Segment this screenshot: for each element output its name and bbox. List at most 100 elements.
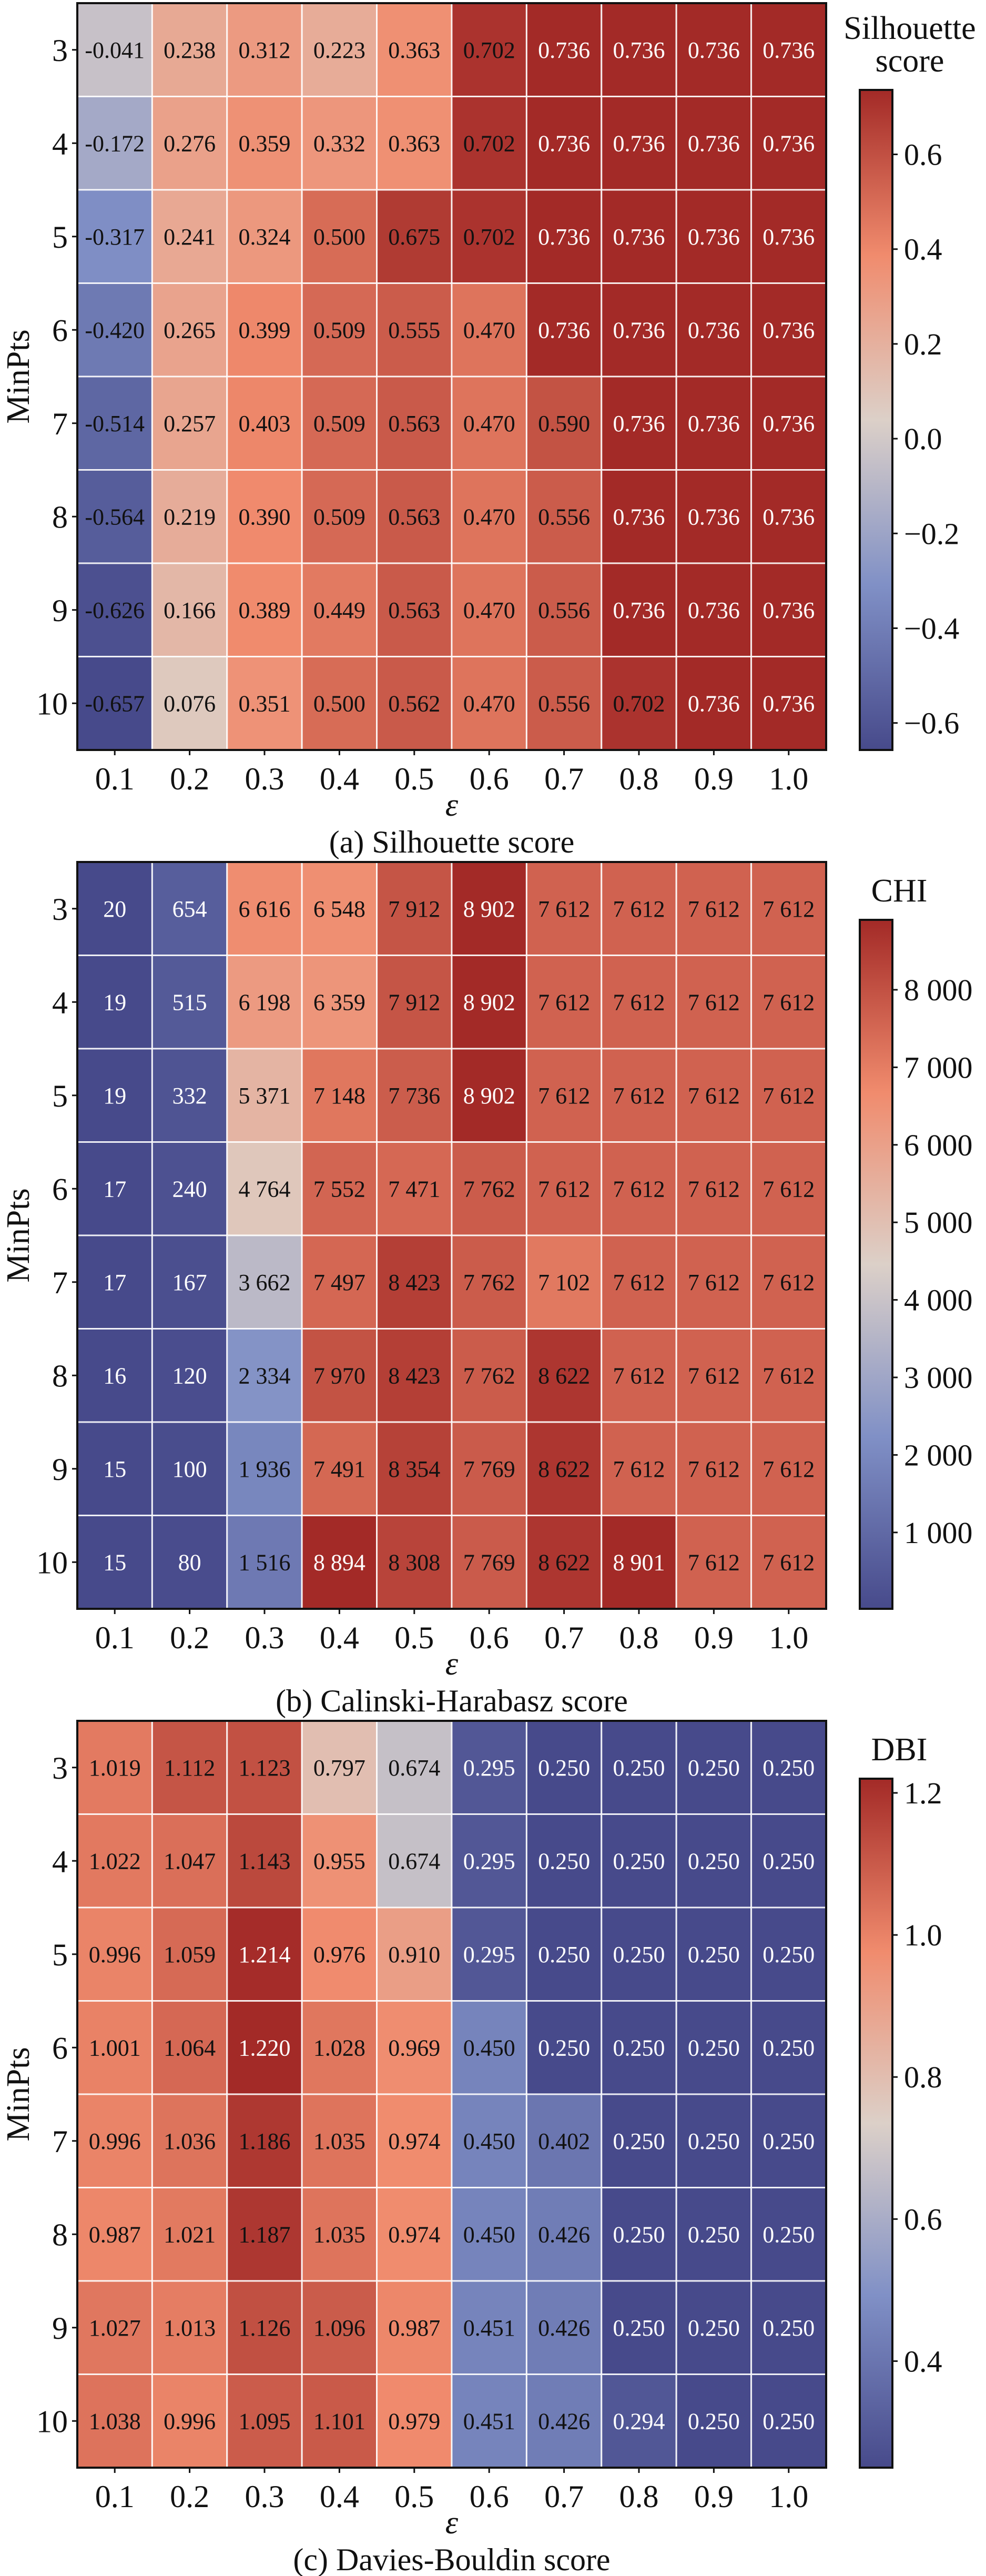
x-tick-label: 0.5 [394, 762, 434, 796]
colorbar-tick-label: 0.8 [904, 2060, 942, 2094]
cell-label: 0.736 [613, 37, 665, 63]
cell-label: 0.250 [538, 1942, 590, 1968]
x-tick-label: 0.4 [320, 1620, 359, 1655]
cell-label: 1.019 [89, 1755, 141, 1781]
cell-label: 1.047 [164, 1848, 216, 1874]
cell-label: 0.250 [688, 2315, 740, 2341]
heatmap-cell [451, 562, 527, 657]
cell-label: 7 148 [313, 1083, 365, 1109]
cell-label: 0.797 [313, 1755, 365, 1781]
cell-label: 1.021 [164, 2222, 216, 2247]
cell-label: 0.736 [763, 130, 815, 156]
cell-label: 7 612 [763, 896, 815, 922]
cell-label: 0.250 [688, 2035, 740, 2061]
cell-label: 0.250 [538, 2035, 590, 2061]
cell-label: 100 [172, 1456, 207, 1482]
cell-label: 7 762 [463, 1176, 515, 1202]
heatmap-cell [601, 1720, 677, 1815]
cell-label: 7 612 [763, 1456, 815, 1482]
cell-label: 7 612 [763, 1363, 815, 1388]
cell-label: 0.250 [613, 2222, 665, 2247]
cell-label: 0.736 [688, 224, 740, 250]
heatmap-cell [675, 2093, 753, 2188]
cell-label: 0.390 [239, 504, 291, 530]
heatmap-cell [451, 2093, 527, 2188]
heatmap-cell [76, 1515, 153, 1610]
cell-label: 0.556 [538, 597, 590, 623]
heatmap-cell [76, 2000, 153, 2095]
heatmap-cell [76, 469, 153, 564]
cell-label: 6 198 [239, 989, 291, 1015]
heatmap-cell [750, 955, 827, 1050]
plot-frame [76, 1720, 827, 2469]
x-tick-label: 0.8 [619, 2479, 659, 2514]
cell-label: 0.736 [613, 317, 665, 343]
cell-label: 0.250 [613, 2315, 665, 2341]
cell-label: 8 901 [613, 1549, 665, 1575]
cell-label: 1.096 [313, 2315, 365, 2341]
cell-label: 8 894 [313, 1549, 365, 1575]
cell-label: 0.702 [463, 224, 515, 250]
heatmap-cell [525, 1515, 603, 1610]
cell-label: 0.166 [164, 597, 216, 623]
x-tick-label: 0.7 [544, 762, 584, 796]
heatmap-cell [525, 1234, 603, 1330]
cell-label: 0.250 [688, 1848, 740, 1874]
cell-label: 0.294 [613, 2408, 665, 2434]
cell-label: 1 936 [239, 1456, 291, 1482]
y-tick-label: 6 [52, 313, 68, 348]
cell-label: 1.059 [164, 1942, 216, 1968]
cell-label: 1.028 [313, 2035, 365, 2061]
cell-label: -0.514 [85, 411, 145, 437]
cell-label: 7 970 [313, 1363, 365, 1388]
cell-label: 0.426 [538, 2222, 590, 2247]
cell-label: 1.112 [164, 1755, 215, 1781]
x-tick-label: 0.5 [394, 2479, 434, 2514]
heatmap-cell [301, 96, 378, 191]
cell-label: 6 359 [313, 989, 365, 1015]
y-tick-label: 4 [52, 985, 68, 1020]
heatmap-cell [525, 96, 603, 191]
cell-label: 6 548 [313, 896, 365, 922]
heatmap-cell [301, 1421, 378, 1516]
colorbar-label: CHI [871, 873, 928, 909]
heatmap-cell [151, 2093, 228, 2188]
cell-label: 0.470 [463, 597, 515, 623]
heatmap-cell [76, 189, 153, 284]
heatmap-cell [151, 861, 228, 956]
y-tick-label: 7 [52, 1265, 68, 1300]
cell-label: 8 622 [538, 1456, 590, 1482]
cell-label: 0.974 [388, 2128, 440, 2154]
colorbar-tick-label: 0.6 [904, 2202, 942, 2236]
cell-label: 0.363 [388, 37, 440, 63]
y-tick-label: 7 [52, 2124, 68, 2159]
cell-label: 7 612 [613, 896, 665, 922]
x-tick-label: 0.7 [544, 2479, 584, 2514]
colorbar-tick-label: 8 000 [904, 973, 973, 1007]
cell-label: 7 769 [463, 1456, 515, 1482]
y-tick-label: 10 [36, 2404, 68, 2439]
cell-label: 80 [178, 1549, 201, 1575]
y-tick-label: 8 [52, 2217, 68, 2252]
y-tick-label: 6 [52, 1172, 68, 1206]
heatmap-cell [376, 2000, 453, 2095]
heatmap-cell [675, 955, 753, 1050]
x-tick-label: 0.9 [694, 1620, 734, 1655]
cell-label: 654 [172, 896, 207, 922]
colorbar-tick-label: 1.0 [904, 1918, 942, 1952]
cell-label: 0.736 [538, 130, 590, 156]
cell-label: 0.250 [613, 2035, 665, 2061]
heatmap-cell [151, 656, 228, 751]
cell-label: 0.987 [89, 2222, 141, 2247]
heatmap-cell [451, 1234, 527, 1330]
cell-label: 0.736 [688, 691, 740, 716]
heatmap-cell [601, 1515, 677, 1610]
cell-label: 1.001 [89, 2035, 141, 2061]
colorbar-tick-label: 0.2 [904, 327, 942, 361]
heatmap-cell [451, 2, 527, 97]
heatmap-cell [601, 562, 677, 657]
heatmap-cell [301, 1515, 378, 1610]
cell-label: 8 308 [388, 1549, 440, 1575]
heatmap-cell [675, 2280, 753, 2375]
heatmap-cell [601, 189, 677, 284]
